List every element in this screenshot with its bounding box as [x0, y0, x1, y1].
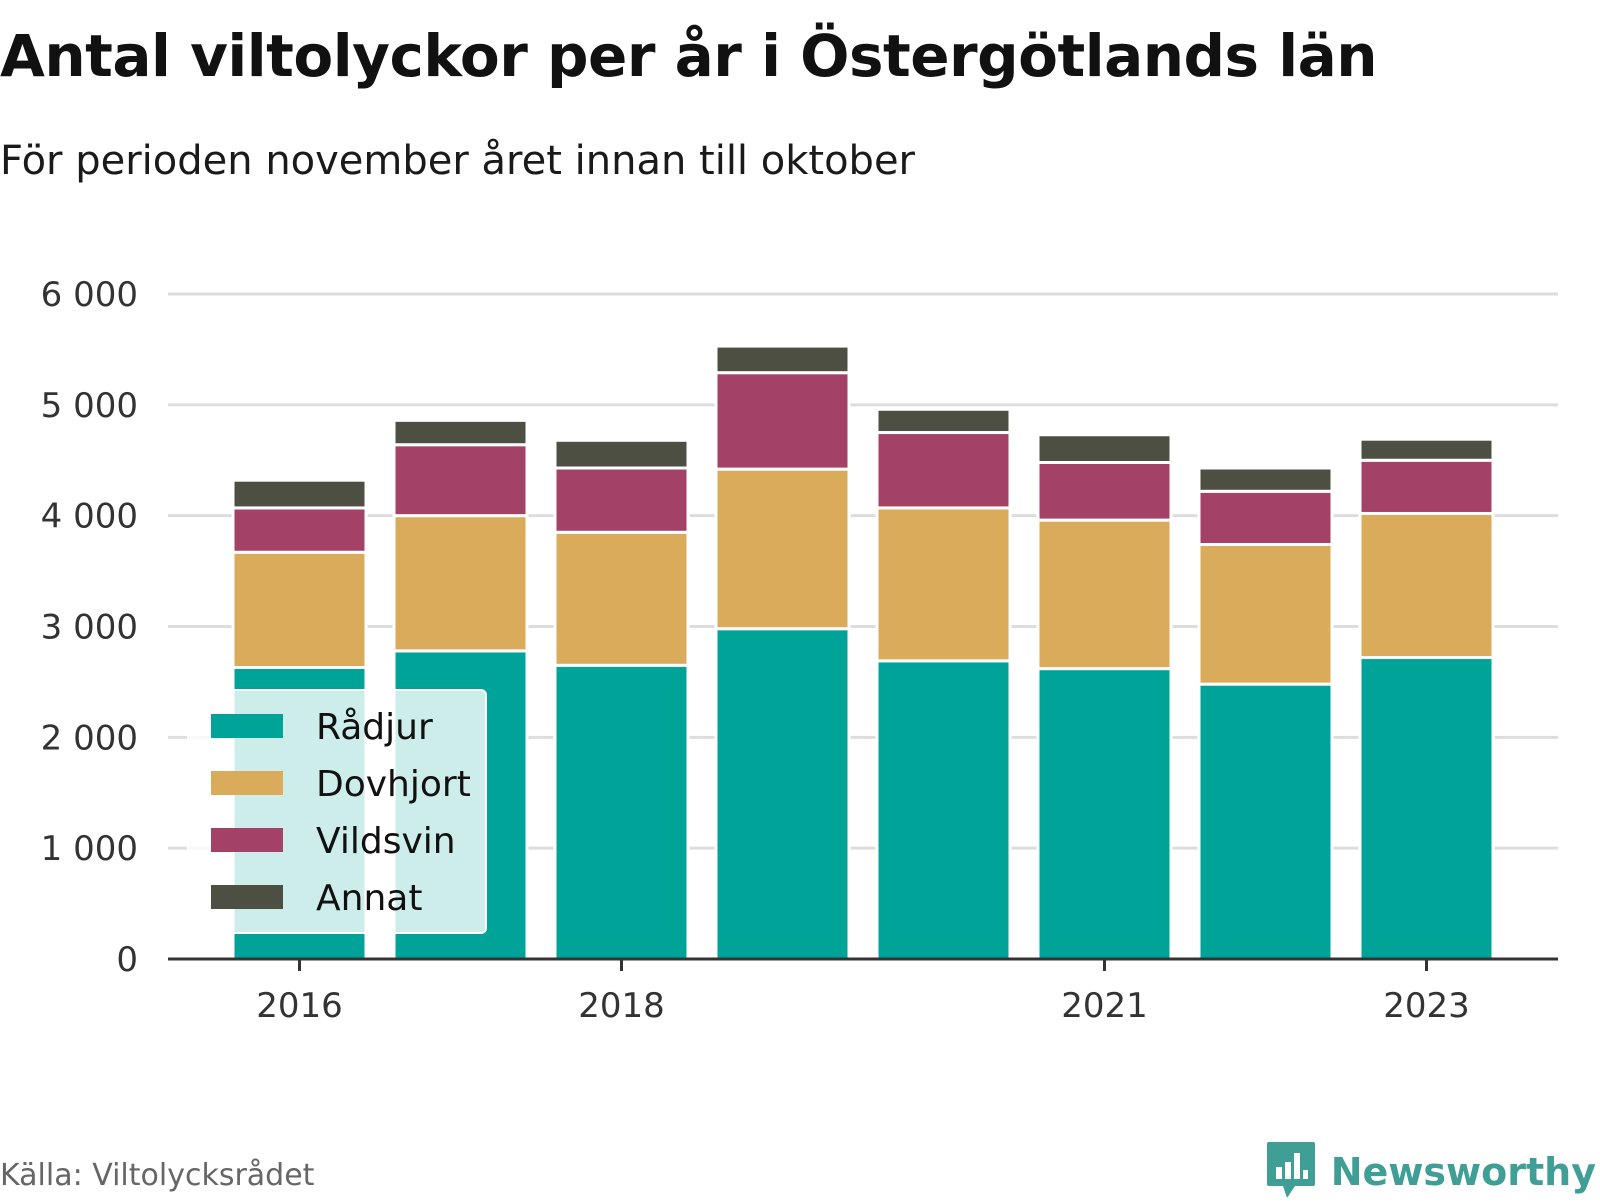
x-tick-label: 2021 [1061, 986, 1148, 1026]
bar-segment [231, 550, 368, 670]
x-axis: 2016 2018 2021 2023 [168, 957, 1558, 1026]
bar-segment [231, 478, 368, 510]
legend-swatch [211, 771, 283, 795]
bar-segment [1036, 460, 1173, 522]
x-tick-label: 2023 [1383, 986, 1470, 1026]
bar-segment [1036, 433, 1173, 464]
legend-label: Dovhjort [316, 764, 471, 805]
bar-segment [1358, 458, 1495, 515]
bar-segment [714, 627, 851, 961]
bar-segment [714, 371, 851, 471]
legend-swatch [211, 885, 283, 909]
bar-segment [1036, 518, 1173, 671]
bar-segment [1197, 682, 1334, 961]
bar-segment [1197, 542, 1334, 686]
bar-segment [1358, 656, 1495, 961]
bar-segment [1036, 667, 1173, 961]
y-tick-label: 4 000 [41, 497, 138, 537]
stacked-bar-chart: 0 1 000 2 000 3 000 4 000 5 000 6 000 2016 2018… [41, 275, 1558, 1026]
bar-segment [714, 344, 851, 375]
bar-chart-speech-bubble-icon [1265, 1140, 1317, 1204]
brand-logo: Newsworthy [1265, 1140, 1596, 1204]
y-tick-label: 1 000 [41, 829, 138, 869]
legend-box [187, 689, 487, 934]
y-tick-label: 0 [116, 940, 138, 980]
y-tick-label: 5 000 [41, 386, 138, 426]
bar-segment [875, 431, 1012, 510]
bar-segment [1358, 511, 1495, 660]
legend-swatch [211, 828, 283, 852]
x-tick-label: 2016 [256, 986, 343, 1026]
source-note: Källa: Viltolycksrådet [0, 1158, 315, 1193]
legend: Rådjur Dovhjort Vildsvin Annat [187, 689, 487, 934]
bar-segment [1197, 466, 1334, 493]
y-tick-label: 3 000 [41, 608, 138, 648]
legend-label: Annat [316, 878, 422, 919]
bar-segment [1197, 489, 1334, 546]
bar-segment [392, 514, 529, 653]
bar-segment [553, 530, 690, 667]
bar-segment [553, 466, 690, 534]
bar-segment [875, 506, 1012, 663]
chart-title: Antal viltolyckor per år i Östergötlands… [0, 22, 1378, 90]
bar-segment [1358, 437, 1495, 462]
bar-segment [392, 418, 529, 447]
legend-label: Vildsvin [316, 821, 456, 862]
x-tick-label: 2018 [578, 986, 665, 1026]
bar-segment [714, 467, 851, 631]
bar-segment [553, 438, 690, 470]
legend-swatch [211, 714, 283, 738]
bar-segment [231, 506, 368, 554]
y-axis-tick-labels: 0 1 000 2 000 3 000 4 000 5 000 6 000 [41, 275, 138, 980]
legend-label: Rådjur [316, 707, 433, 748]
brand-name: Newsworthy [1330, 1150, 1596, 1194]
y-tick-label: 6 000 [41, 275, 138, 315]
bar-segment [392, 443, 529, 518]
bar-segment [553, 663, 690, 961]
chart-subtitle: För perioden november året innan till ok… [0, 138, 915, 184]
y-tick-label: 2 000 [41, 718, 138, 758]
bar-segment [875, 407, 1012, 435]
bar-segment [875, 659, 1012, 961]
